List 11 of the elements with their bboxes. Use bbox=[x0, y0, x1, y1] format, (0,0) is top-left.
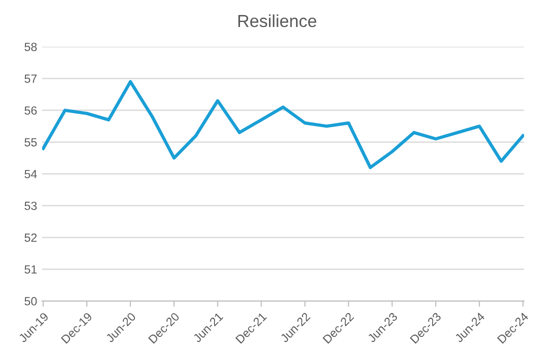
y-tick-label: 53 bbox=[24, 202, 37, 210]
y-tick-label: 58 bbox=[24, 42, 37, 52]
y-tick-label: 55 bbox=[24, 138, 37, 146]
y-tick-label: 52 bbox=[24, 233, 37, 242]
y-tick-label: 57 bbox=[24, 74, 37, 83]
y-tick-label: 50 bbox=[24, 297, 37, 306]
chart-title: Resilience bbox=[238, 14, 316, 28]
y-tick-label: 56 bbox=[24, 106, 37, 115]
y-tick-label: 54 bbox=[24, 170, 37, 178]
line-series bbox=[42, 80, 524, 170]
y-tick-label: 51 bbox=[24, 265, 37, 274]
